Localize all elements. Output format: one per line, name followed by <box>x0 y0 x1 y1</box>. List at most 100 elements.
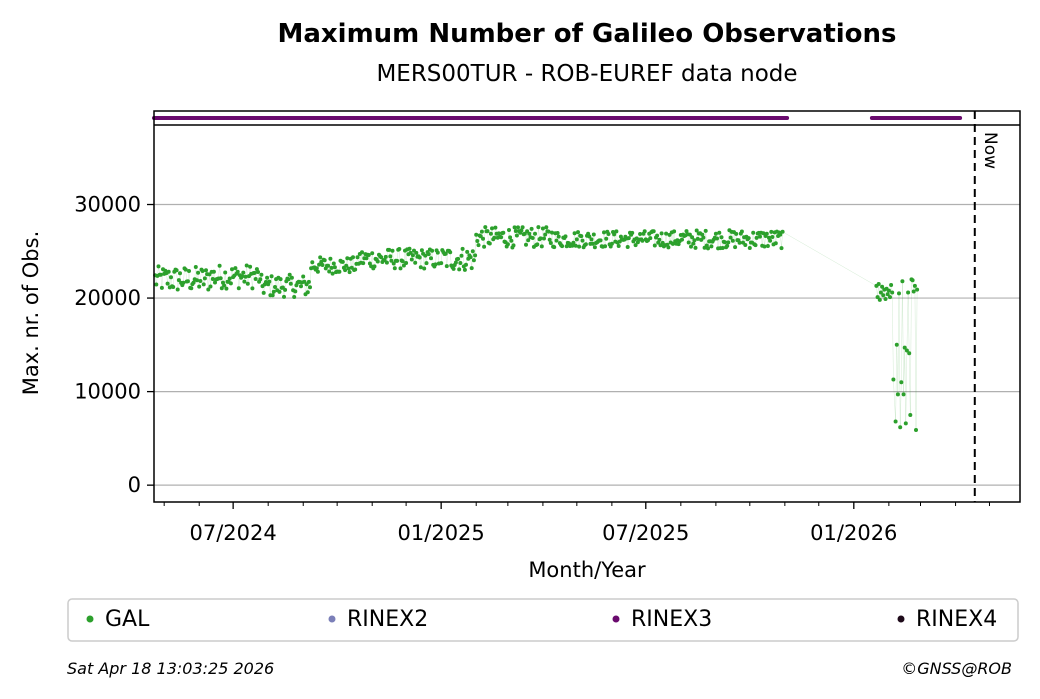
gal-point <box>538 236 543 241</box>
gal-point <box>547 237 552 242</box>
gal-point <box>513 229 518 233</box>
gal-point <box>520 225 525 230</box>
gal-point <box>527 231 532 236</box>
gal-point <box>730 238 735 243</box>
gal-point <box>230 267 234 272</box>
gal-point <box>444 264 449 269</box>
gal-point <box>471 258 476 263</box>
gal-point <box>189 286 194 291</box>
gal-point <box>429 256 433 261</box>
gal-point <box>165 281 170 286</box>
gal-point <box>501 230 506 235</box>
x-axis-ticks: 07/2024 01/2025 07/2025 01/2026 <box>163 502 990 545</box>
gal-point <box>235 269 240 274</box>
gal-point <box>233 266 238 271</box>
gal-point <box>370 251 375 256</box>
gal-point <box>900 279 905 284</box>
gal-point <box>606 232 611 236</box>
gal-point <box>252 270 257 275</box>
gal-point <box>211 269 216 274</box>
gal-point <box>907 351 912 356</box>
gal-point <box>417 255 422 260</box>
gal-point <box>256 270 260 274</box>
gal-point <box>889 283 894 287</box>
gal-point <box>614 229 619 234</box>
gal-point <box>410 253 415 258</box>
gal-point <box>242 279 247 284</box>
gal-point <box>347 270 352 275</box>
gal-point <box>573 243 578 248</box>
gal-point <box>625 245 630 249</box>
gal-point <box>337 269 342 274</box>
gal-point <box>404 261 409 265</box>
gal-point <box>603 244 608 249</box>
y-axis-ticks: 0 10000 20000 30000 <box>74 193 154 497</box>
gal-point <box>322 258 327 263</box>
gal-point <box>479 229 484 234</box>
gal-point <box>690 235 695 240</box>
gal-point <box>640 238 645 243</box>
gal-point <box>481 236 485 241</box>
gal-point <box>655 233 660 238</box>
gal-point <box>227 276 232 281</box>
gal-point <box>728 235 733 240</box>
gal-point <box>878 290 883 295</box>
gal-point <box>171 285 176 289</box>
gal-point <box>507 228 511 232</box>
rinex3-point <box>958 116 963 120</box>
gal-point <box>384 260 389 265</box>
gal-point <box>200 269 205 273</box>
gal-point <box>158 272 163 277</box>
gal-point <box>206 287 211 292</box>
legend-marker-rinex2 <box>328 615 336 623</box>
gal-point <box>156 264 161 269</box>
gal-point <box>204 268 208 273</box>
gal-point <box>464 262 468 267</box>
gal-point <box>764 231 769 236</box>
gal-point <box>894 342 899 347</box>
gal-point <box>258 277 263 282</box>
gal-point <box>758 234 762 239</box>
gal-point <box>875 295 880 300</box>
gal-trail <box>154 226 918 431</box>
gal-point <box>652 243 657 248</box>
gal-point <box>424 261 429 266</box>
gal-point <box>383 254 388 259</box>
gal-point <box>571 240 576 245</box>
gal-point <box>253 277 258 281</box>
gal-point <box>591 232 596 237</box>
gal-point <box>880 284 885 289</box>
legend-label-rinex3: RINEX3 <box>631 607 712 632</box>
x-tick-label: 07/2025 <box>602 521 689 545</box>
y-tick-label: 20000 <box>74 286 141 310</box>
gal-point <box>462 267 467 272</box>
gal-point <box>187 269 191 273</box>
gal-point <box>448 250 453 255</box>
gal-point <box>901 392 906 397</box>
gal-point <box>548 241 553 245</box>
gal-point <box>389 258 394 263</box>
gal-point <box>208 284 213 289</box>
gal-point <box>244 263 249 268</box>
gal-point <box>630 230 635 235</box>
gal-point <box>426 252 431 257</box>
gal-point <box>310 260 315 265</box>
gal-point <box>288 281 293 286</box>
gal-point <box>888 295 892 300</box>
gal-point <box>680 237 684 242</box>
gal-point <box>897 291 901 296</box>
gal-point <box>219 286 224 291</box>
gal-point <box>543 232 548 237</box>
gal-point <box>691 241 696 246</box>
gal-point <box>780 229 785 234</box>
gal-point <box>516 225 520 230</box>
gal-point <box>433 262 438 267</box>
gal-point <box>392 266 397 271</box>
gal-point <box>366 253 371 257</box>
gal-point <box>648 236 653 241</box>
gal-point <box>197 284 202 289</box>
gal-point <box>664 231 669 236</box>
gal-point <box>487 241 492 246</box>
gal-point <box>282 294 286 299</box>
